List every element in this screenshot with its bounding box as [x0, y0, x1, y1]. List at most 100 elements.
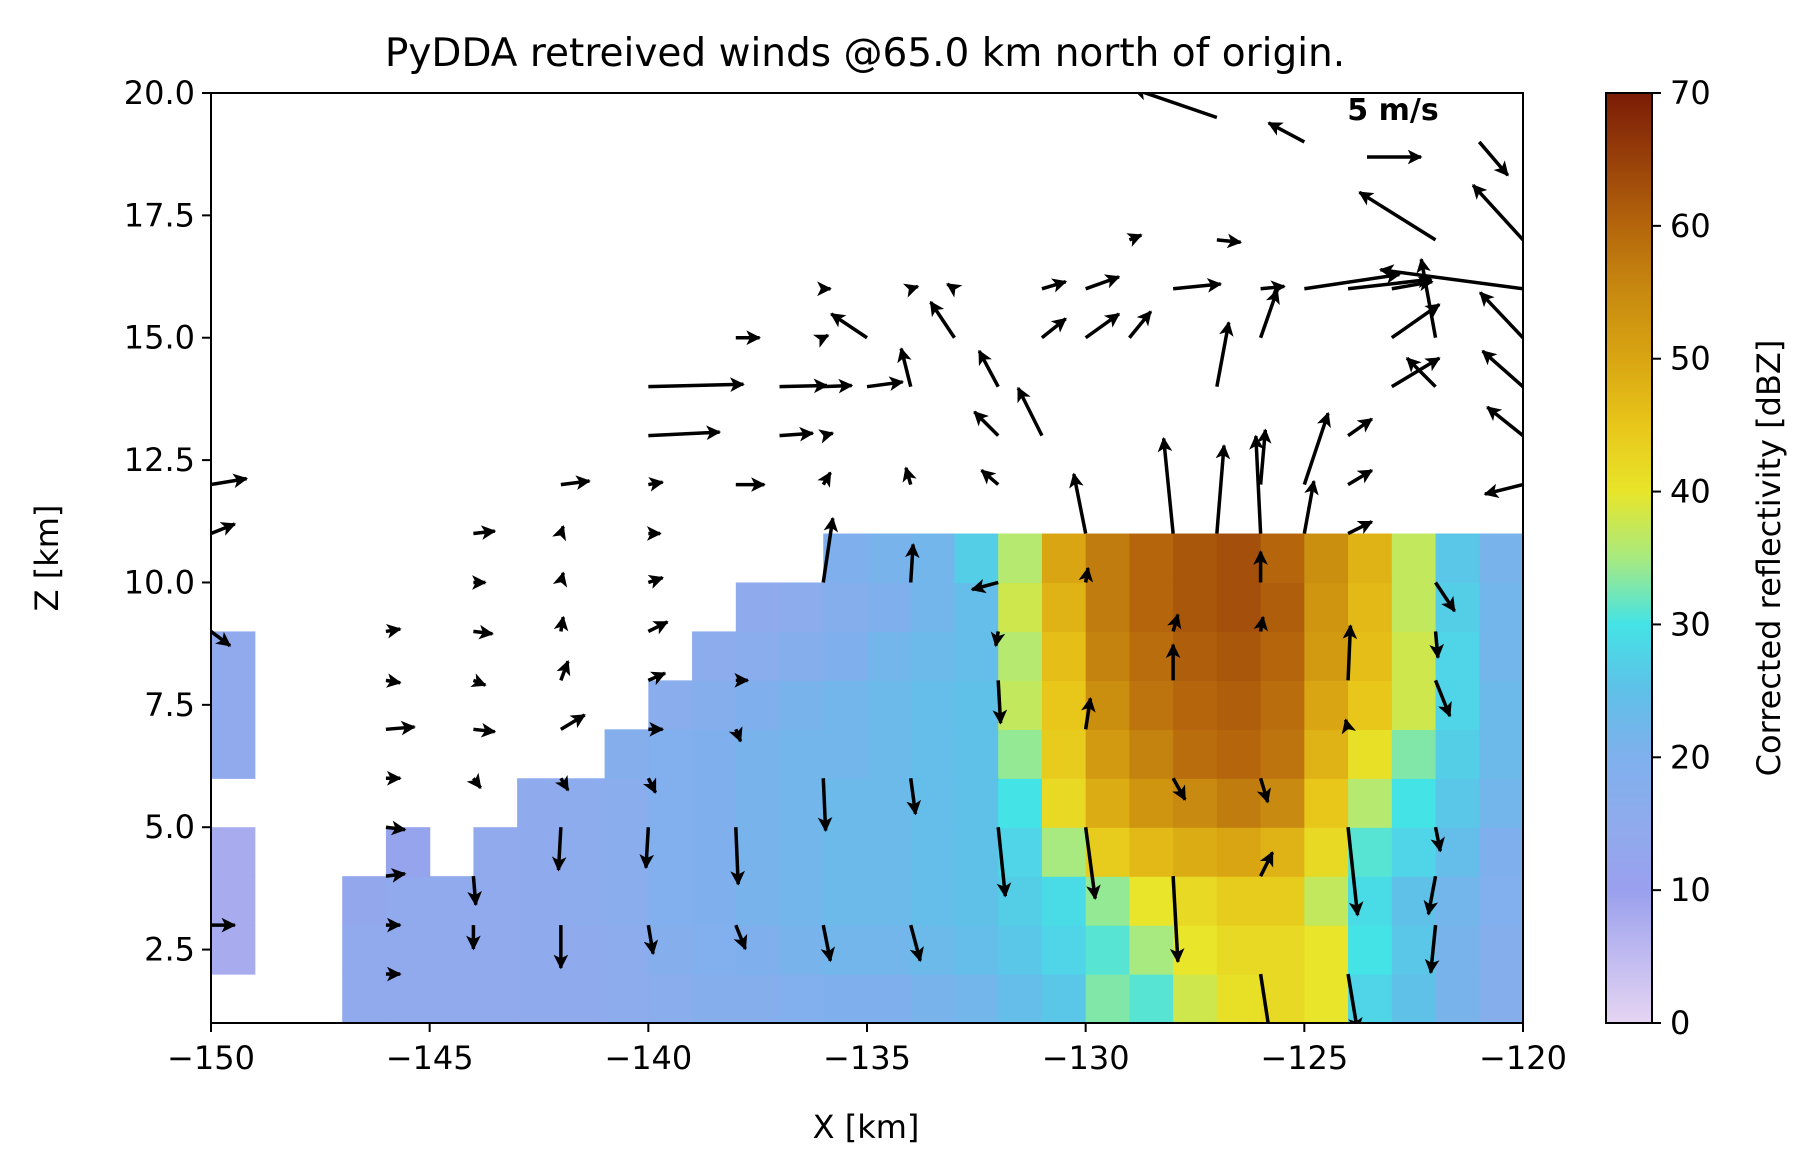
reflectivity-cell	[998, 778, 1043, 828]
reflectivity-cell	[910, 827, 956, 877]
reflectivity-cell	[1304, 778, 1349, 828]
reflectivity-cell	[954, 876, 999, 926]
reflectivity-cell	[692, 876, 737, 926]
wind-vector	[1347, 468, 1374, 487]
reflectivity-cell	[211, 827, 256, 877]
reflectivity-cell	[1041, 925, 1087, 975]
wind-vector	[1215, 321, 1234, 388]
reflectivity-cell	[910, 729, 956, 779]
wind-vector	[470, 673, 487, 688]
colorbar-label: Corrected reflectivity [dBZ]	[1750, 340, 1788, 777]
reflectivity-cell	[1085, 680, 1130, 730]
wind-vector	[1128, 310, 1153, 339]
wind-vector	[977, 349, 1000, 388]
colorbar-tick-label: 20	[1670, 738, 1711, 776]
colorbar: 0 10 20 30 40 50 60 70 Corrected reflectivity […	[1605, 74, 1788, 1042]
reflectivity-cell	[1173, 827, 1218, 877]
reflectivity-cell	[867, 729, 912, 779]
reflectivity-cell	[560, 925, 606, 975]
reflectivity-cell	[1260, 925, 1305, 975]
reflectivity-cell	[1479, 974, 1523, 1023]
reflectivity-cell	[867, 631, 912, 681]
wind-vector	[1346, 973, 1363, 1023]
reflectivity-cell	[1304, 827, 1349, 877]
wind-vector	[1167, 613, 1182, 632]
reflectivity-cell	[779, 680, 824, 730]
reflectivity-cell	[1348, 680, 1393, 730]
reflectivity-cell	[910, 680, 956, 730]
wind-vector	[647, 671, 667, 686]
reflectivity-cell	[648, 778, 693, 828]
reflectivity-cell	[473, 827, 518, 877]
reflectivity-cell	[867, 876, 912, 926]
wind-vector	[1040, 317, 1067, 340]
reflectivity-cell	[211, 925, 256, 975]
wind-vector	[904, 542, 920, 583]
reflectivity-cell	[385, 827, 431, 877]
reflectivity-cell	[1216, 729, 1262, 779]
x-axis: −150 −145 −140 −135 −130 −125 −120	[167, 1023, 1567, 1077]
wind-vector	[1342, 624, 1358, 681]
wind-vector	[1424, 924, 1440, 975]
wind-vector	[830, 312, 868, 340]
wind-vector	[1302, 479, 1319, 534]
wind-vector	[1078, 566, 1094, 583]
reflectivity-cell	[1216, 631, 1262, 681]
reflectivity-cell	[735, 876, 781, 926]
reflectivity-cell	[954, 680, 999, 730]
wind-vector	[909, 924, 924, 963]
reflectivity-cell	[1479, 778, 1523, 828]
reflectivity-cell	[1391, 729, 1437, 779]
reflectivity-cell	[1348, 631, 1393, 681]
colorbar-tick-label: 50	[1670, 340, 1711, 378]
wind-vector	[779, 426, 815, 442]
wind-vector	[647, 574, 664, 589]
wind-vector	[639, 827, 655, 870]
reflectivity-cell	[1348, 925, 1393, 975]
wind-vector	[1347, 273, 1433, 291]
reflectivity-cell	[1391, 680, 1437, 730]
colorbar-tick-label: 70	[1670, 74, 1711, 112]
x-tick-label: −125	[1260, 1039, 1348, 1077]
reflectivity-cell	[823, 582, 868, 633]
wind-vector	[1259, 851, 1275, 877]
reflectivity-cell	[998, 533, 1043, 584]
wind-vector	[1434, 581, 1456, 613]
reflectivity-cell	[1129, 729, 1174, 779]
reflectivity-cell	[779, 876, 824, 926]
reflectivity-cell	[1041, 533, 1087, 584]
wind-vector	[1215, 444, 1231, 534]
reflectivity-cell	[1435, 925, 1480, 975]
reflectivity-cell	[1085, 827, 1130, 877]
reflectivity-cell	[1085, 778, 1130, 828]
reflectivity-cell	[1435, 680, 1480, 730]
reflectivity-cell	[1216, 680, 1262, 730]
wind-vector	[897, 347, 913, 388]
wind-vectors	[211, 93, 1523, 1023]
reflectivity-cell	[823, 680, 868, 730]
reflectivity-cell	[1129, 876, 1174, 926]
reflectivity-cell	[1348, 729, 1393, 779]
reflectivity-cell	[910, 876, 956, 926]
wind-vector	[1260, 280, 1286, 296]
wind-vector	[473, 722, 497, 738]
y-tick-label: 2.5	[144, 931, 195, 969]
wind-vector	[1358, 190, 1437, 242]
reflectivity-cell	[604, 778, 649, 828]
reflectivity-cell	[1435, 876, 1480, 926]
y-tick-label: 20.0	[124, 74, 195, 112]
wind-vector	[1126, 233, 1143, 247]
reflectivity-cell	[779, 974, 824, 1023]
wind-vector	[385, 623, 402, 639]
wind-vector	[1471, 184, 1523, 242]
reflectivity-cell	[385, 974, 431, 1023]
reflectivity-cell	[823, 631, 868, 681]
reflectivity-cell	[1304, 925, 1349, 975]
reflectivity-cell	[1216, 925, 1262, 975]
x-tick-label: −120	[1479, 1039, 1567, 1077]
wind-vector	[902, 466, 917, 486]
wind-vector	[1253, 615, 1269, 632]
reflectivity-cell	[1041, 680, 1087, 730]
wind-vector	[866, 376, 905, 391]
wind-vector	[1041, 278, 1068, 293]
